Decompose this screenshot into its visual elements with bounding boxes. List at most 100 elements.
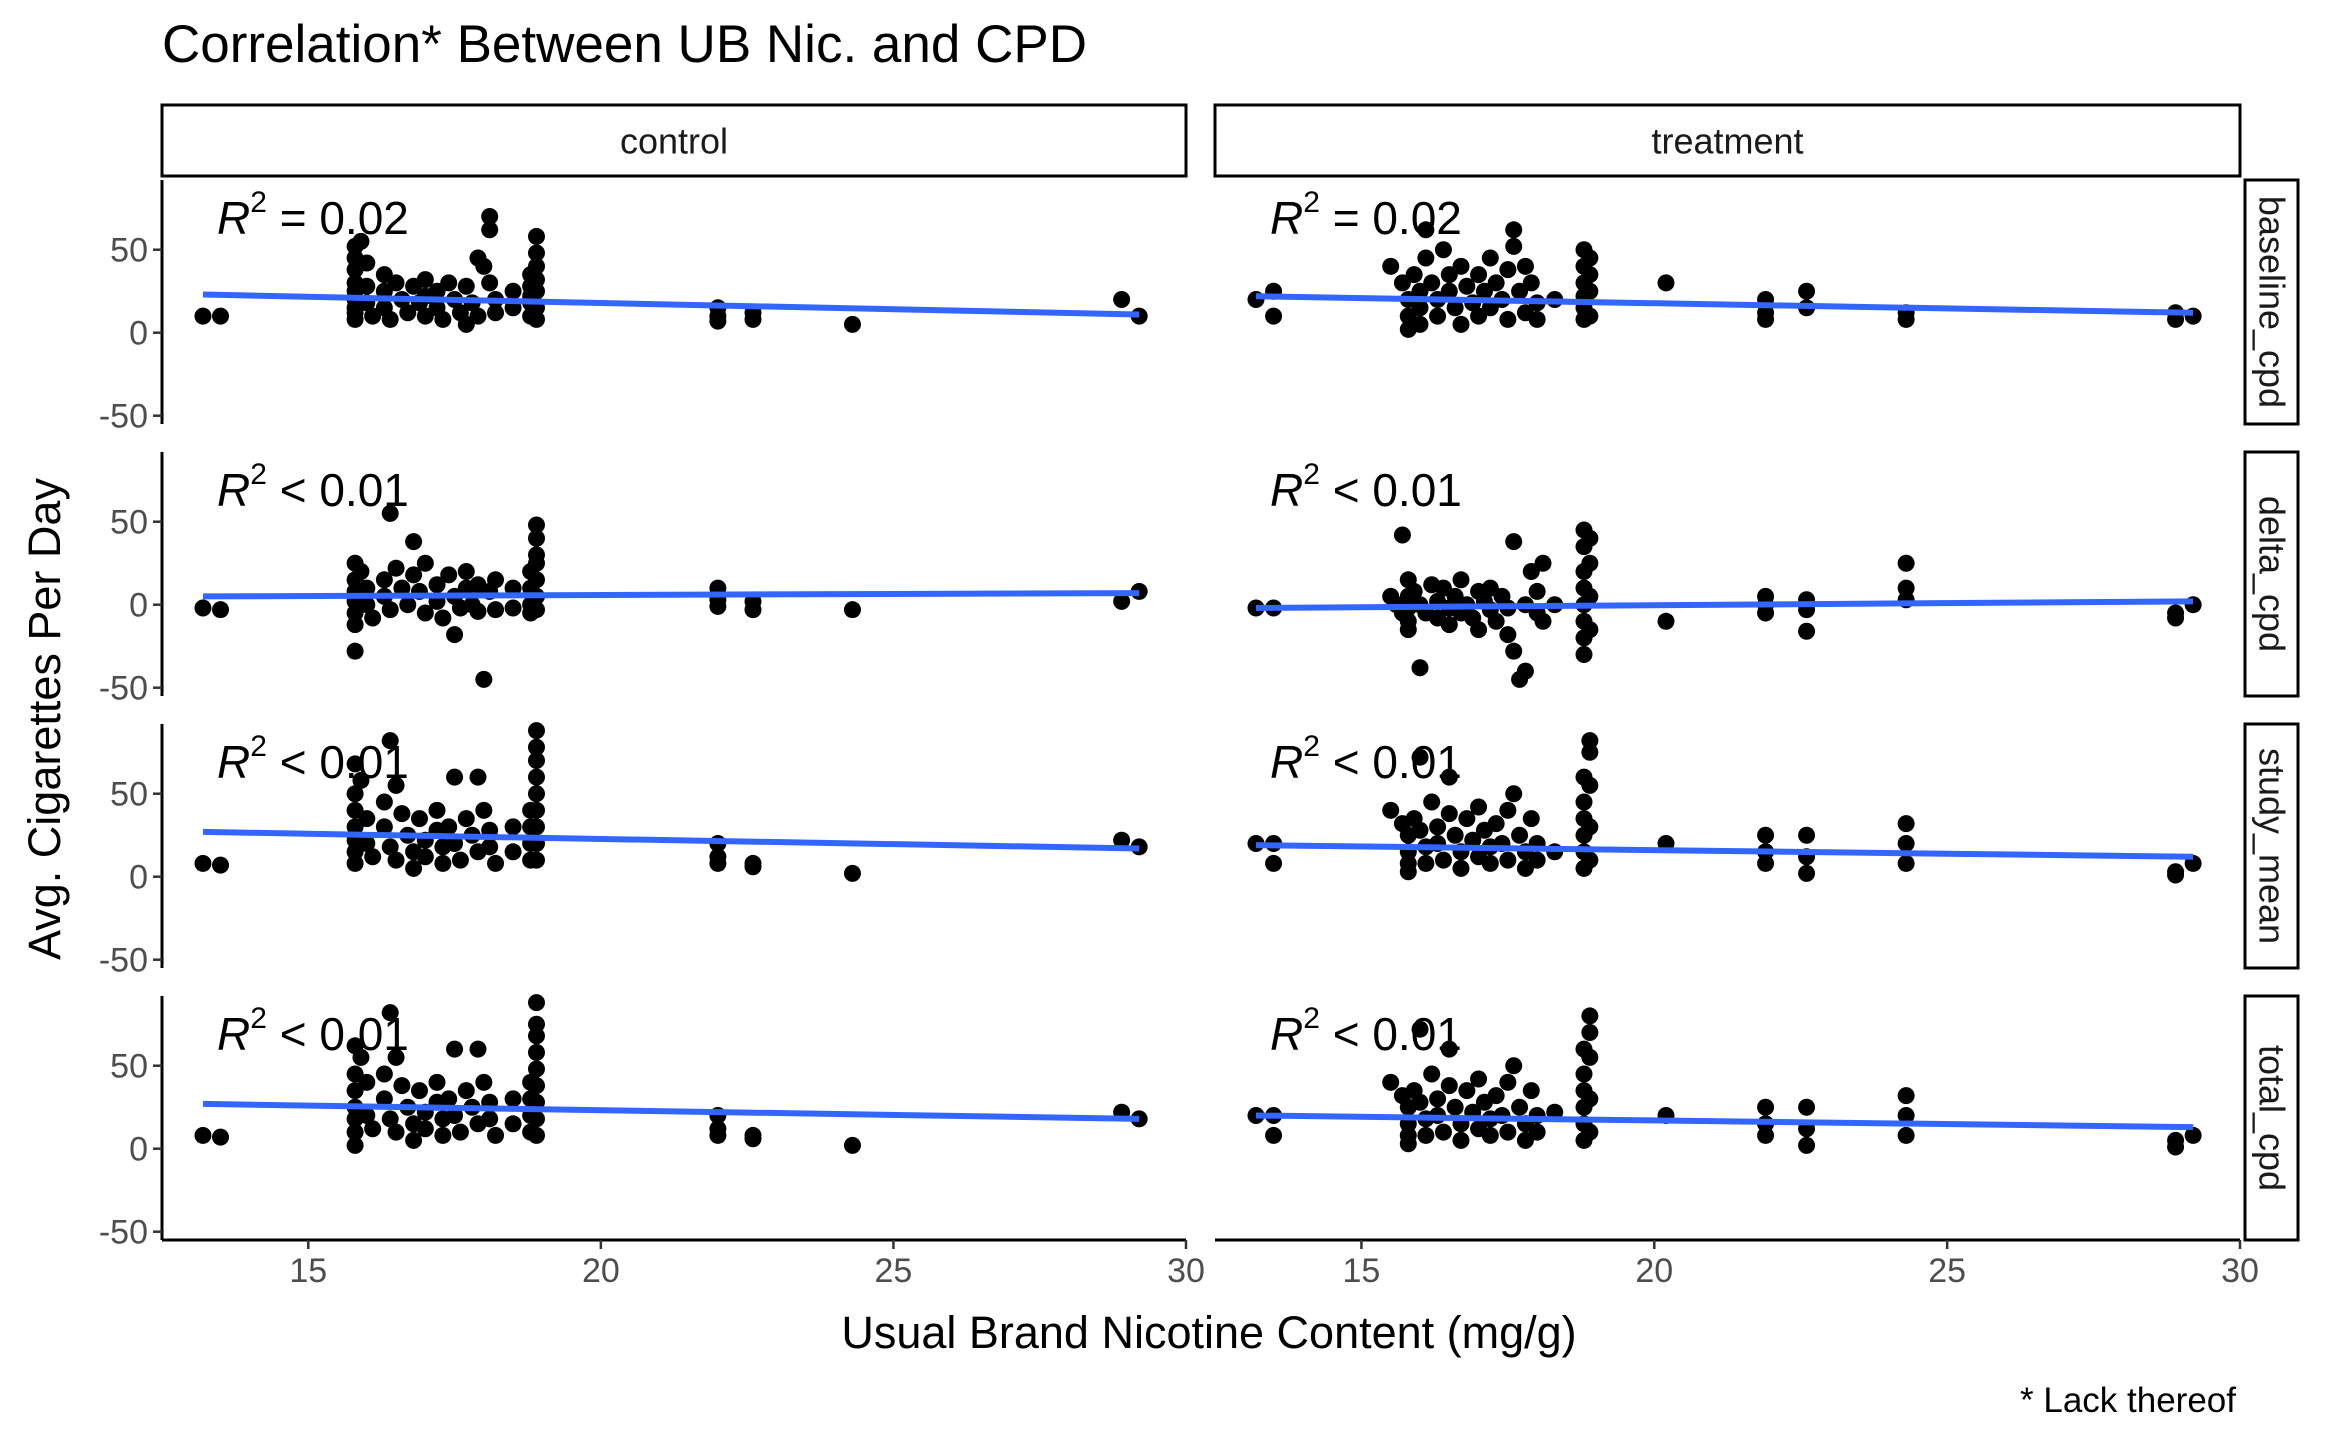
data-point [387,1123,405,1141]
data-point [1382,257,1400,275]
data-point [1458,810,1476,828]
x-tick-label: 20 [1635,1252,1673,1290]
data-point [527,1043,545,1061]
data-point [1581,1090,1599,1108]
data-point [2167,609,2185,627]
regression-line [202,1100,1140,1122]
facet-strip-label-treatment: treatment [1651,121,1803,162]
panel-delta_cpd-treatment: R2 < 0.01 [1247,458,2202,688]
data-point [744,601,762,619]
data-point [527,738,545,756]
data-point [504,282,522,300]
data-point [375,1090,393,1108]
data-point [1757,826,1775,844]
data-point [434,854,452,872]
data-point [469,768,487,786]
data-point [381,504,399,522]
data-point [1470,266,1488,284]
data-point [410,810,428,828]
data-point [1440,1040,1458,1058]
data-point [744,310,762,328]
data-point [1528,851,1546,869]
y-tick-label: 0 [129,587,148,625]
data-point [481,274,499,292]
data-point [527,722,545,740]
data-point [1522,810,1540,828]
x-tick-label: 20 [582,1252,620,1290]
data-point [709,1126,727,1144]
data-point [1440,805,1458,823]
data-point [527,282,545,300]
data-point [1113,592,1131,610]
data-point [1534,554,1552,572]
data-point [1417,249,1435,267]
regression-line [202,828,1140,852]
data-point [381,732,399,750]
data-point [457,1082,475,1100]
data-point [1440,768,1458,786]
data-point [1897,1087,1915,1105]
data-point [1423,793,1441,811]
data-point [1265,307,1283,325]
facet-strip-treatment [1213,103,2242,178]
data-point [1458,1082,1476,1100]
data-point [358,596,376,614]
data-point [405,566,423,584]
data-point [352,232,370,250]
data-point [1581,587,1599,605]
data-point [352,771,370,789]
data-point [440,1090,458,1108]
data-point [1798,1098,1816,1116]
facet-strip-study_mean [2243,722,2300,970]
data-point [527,752,545,770]
data-point [1499,1073,1517,1091]
data-point [1452,859,1470,877]
data-point [1581,732,1599,750]
data-point [1528,310,1546,328]
data-point [399,596,417,614]
data-point [1417,854,1435,872]
data-point [1458,277,1476,295]
data-point [527,1077,545,1095]
data-point [1534,612,1552,630]
panel-study_mean-control: R2 < 0.01 [194,722,1148,882]
data-point [1446,826,1464,844]
data-point [1505,237,1523,255]
data-point [1399,1135,1417,1153]
data-point [358,835,376,853]
data-point [1411,299,1429,317]
data-point [1499,1123,1517,1141]
data-point [399,304,417,322]
data-point [527,1015,545,1033]
data-point [410,1082,428,1100]
data-point [475,1073,493,1091]
y-tick-label: 50 [110,776,148,814]
facet-strip-label-baseline_cpd: baseline_cpd [2252,196,2293,408]
data-point [1757,604,1775,622]
data-point [469,602,487,620]
data-point [346,1123,364,1141]
data-point [744,1130,762,1148]
data-point [527,768,545,786]
y-tick-label: 50 [110,504,148,542]
data-point [487,1126,505,1144]
data-point [1505,642,1523,660]
data-point [212,1128,230,1146]
data-point [194,854,212,872]
data-point [1487,612,1505,630]
data-point [1897,554,1915,572]
data-point [364,609,382,627]
data-point [1434,851,1452,869]
data-point [352,563,370,581]
data-point [1575,646,1593,664]
facet-strip-label-delta_cpd: delta_cpd [2252,496,2293,652]
data-point [527,571,545,589]
data-point [1522,274,1540,292]
data-point [1481,249,1499,267]
data-point [1452,315,1470,333]
data-point [527,516,545,534]
y-tick-label: 0 [129,315,148,353]
data-point [1505,1057,1523,1075]
data-point [1581,1123,1599,1141]
r-squared-label: R2 < 0.01 [1270,458,1462,516]
